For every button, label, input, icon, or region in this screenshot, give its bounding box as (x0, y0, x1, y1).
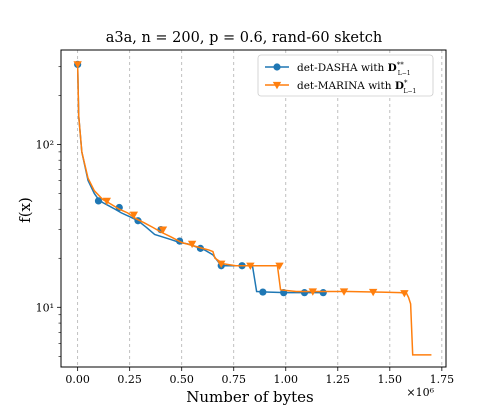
legend-dasha-point (273, 63, 281, 71)
y-tick-label: 10² (36, 138, 54, 151)
series-point (158, 226, 168, 234)
x-tick-label: 0.75 (221, 373, 246, 386)
x-tick-label: 0.00 (65, 373, 90, 386)
series-point (400, 290, 409, 298)
series-point (319, 289, 327, 297)
legend-dasha-sup: ** (397, 61, 405, 69)
legend-marina-sub: L−1 (403, 88, 416, 95)
legend-marina-point (272, 81, 282, 90)
series-point (368, 288, 378, 297)
x-tick-label: 0.50 (169, 373, 194, 386)
series-point (102, 197, 111, 206)
series-layer (73, 60, 432, 356)
legend-dasha-marker (265, 63, 289, 71)
series-point (259, 288, 267, 296)
series-point (339, 288, 349, 296)
y-tick-label: 10¹ (36, 301, 54, 314)
series-point (246, 262, 255, 270)
x-tick-label: 1.25 (326, 373, 351, 386)
grid-layer (77, 50, 443, 367)
series-point (94, 197, 103, 205)
x-tick-label: 1.75 (430, 373, 455, 386)
series-marina (73, 61, 432, 356)
legend-marina-prefix: det-MARINA with (297, 80, 395, 92)
x-axis-multiplier: ×10⁶ (406, 386, 434, 399)
series-point (187, 240, 197, 249)
series-point (308, 288, 318, 296)
legend-marina-marker (265, 81, 289, 90)
plot-frame (60, 49, 447, 368)
y-axis-title: f(x) (16, 197, 34, 223)
series-point (129, 211, 139, 219)
legend-marina-sup: * (404, 79, 408, 87)
legend-marina-symbol: D (395, 80, 404, 92)
x-tick-label: 1.00 (274, 373, 299, 386)
series-point (217, 260, 226, 268)
legend-dasha-prefix: det-DASHA with (297, 62, 388, 74)
series-line (76, 64, 432, 356)
series-point (73, 61, 82, 69)
x-axis-title: Number of bytes (186, 388, 313, 406)
legend-dasha-symbol: D (388, 62, 397, 74)
x-tick-label: 0.25 (117, 373, 142, 386)
x-tick-label: 1.50 (378, 373, 403, 386)
legend-entry-marina: det-MARINA with D* L−1 (297, 79, 416, 95)
legend: det-DASHA with D** L−1 det-MARINA with D*… (257, 54, 434, 97)
series-point (300, 289, 309, 297)
series-point (275, 262, 284, 270)
tick-layer: 0.00 0.25 0.50 0.75 1.00 1.25 1.50 1.75 10¹ 10² (36, 66, 455, 386)
legend-box (257, 54, 434, 97)
legend-dasha-sub: L−1 (398, 70, 411, 77)
legend-entry-dasha: det-DASHA with D** L−1 (297, 61, 411, 77)
chart-title: a3a, n = 200, p = 0.6, rand-60 sketch (106, 30, 383, 46)
